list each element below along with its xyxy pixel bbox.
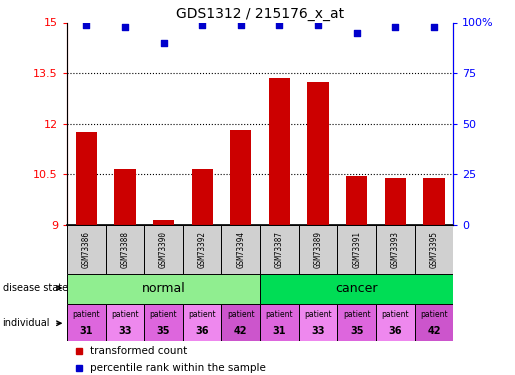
FancyBboxPatch shape [106,304,144,341]
Text: transformed count: transformed count [90,346,187,356]
FancyBboxPatch shape [299,304,337,341]
FancyBboxPatch shape [260,225,299,274]
Bar [346,176,367,225]
FancyBboxPatch shape [67,304,106,341]
Text: GSM73386: GSM73386 [82,231,91,268]
Bar [269,78,290,225]
Text: patient: patient [420,310,448,319]
Text: patient: patient [150,310,177,319]
FancyBboxPatch shape [337,304,376,341]
FancyBboxPatch shape [376,225,415,274]
Text: GSM73387: GSM73387 [275,231,284,268]
Point [314,21,322,27]
Bar [423,178,444,225]
FancyBboxPatch shape [415,304,453,341]
Bar [192,170,213,225]
Text: 42: 42 [427,326,441,336]
FancyBboxPatch shape [144,225,183,274]
Text: 33: 33 [118,326,132,336]
Text: disease state: disease state [3,283,67,293]
Point [121,24,129,30]
Bar [307,82,329,225]
Point [82,21,91,27]
Text: patient: patient [382,310,409,319]
Text: GSM73393: GSM73393 [391,231,400,268]
Text: 31: 31 [79,326,93,336]
Text: 33: 33 [311,326,325,336]
Text: GSM73388: GSM73388 [121,231,129,268]
Text: patient: patient [111,310,139,319]
Text: 35: 35 [157,326,170,336]
FancyBboxPatch shape [183,225,221,274]
Text: GSM73394: GSM73394 [236,231,245,268]
FancyBboxPatch shape [376,304,415,341]
Point [352,30,360,36]
Point [198,21,206,27]
Text: patient: patient [188,310,216,319]
Text: patient: patient [73,310,100,319]
Text: patient: patient [227,310,254,319]
FancyBboxPatch shape [221,304,260,341]
Text: 36: 36 [195,326,209,336]
Text: GSM73391: GSM73391 [352,231,361,268]
FancyBboxPatch shape [67,274,260,304]
Bar [230,130,251,225]
Bar [385,178,406,225]
Point [236,21,245,27]
FancyBboxPatch shape [337,225,376,274]
FancyBboxPatch shape [67,225,106,274]
Bar [76,132,97,225]
Text: individual: individual [3,318,50,328]
Text: cancer: cancer [335,282,378,295]
Point [391,24,400,30]
Text: GSM73392: GSM73392 [198,231,207,268]
Title: GDS1312 / 215176_x_at: GDS1312 / 215176_x_at [176,8,344,21]
FancyBboxPatch shape [183,304,221,341]
Text: percentile rank within the sample: percentile rank within the sample [90,363,266,373]
FancyBboxPatch shape [221,225,260,274]
Text: patient: patient [266,310,293,319]
Bar [114,170,135,225]
Text: GSM73390: GSM73390 [159,231,168,268]
Point [430,24,438,30]
Text: normal: normal [142,282,185,295]
Point [159,40,167,46]
Text: 42: 42 [234,326,248,336]
Text: 31: 31 [272,326,286,336]
FancyBboxPatch shape [415,225,453,274]
Text: patient: patient [343,310,370,319]
Text: GSM73389: GSM73389 [314,231,322,268]
FancyBboxPatch shape [260,274,453,304]
Text: GSM73395: GSM73395 [430,231,438,268]
FancyBboxPatch shape [106,225,144,274]
FancyBboxPatch shape [144,304,183,341]
Bar [153,220,174,225]
Text: 35: 35 [350,326,364,336]
Text: patient: patient [304,310,332,319]
FancyBboxPatch shape [260,304,299,341]
Text: 36: 36 [388,326,402,336]
Point [275,21,283,27]
FancyBboxPatch shape [299,225,337,274]
